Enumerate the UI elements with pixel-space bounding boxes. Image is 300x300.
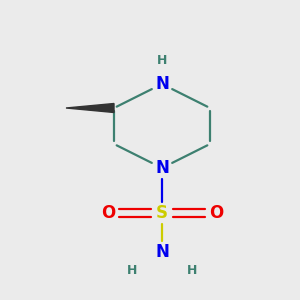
Polygon shape bbox=[66, 103, 114, 112]
Text: H: H bbox=[187, 263, 197, 277]
Text: N: N bbox=[155, 75, 169, 93]
Text: O: O bbox=[209, 204, 223, 222]
Text: O: O bbox=[101, 204, 115, 222]
Text: N: N bbox=[155, 159, 169, 177]
Text: H: H bbox=[157, 53, 167, 67]
Text: H: H bbox=[127, 263, 137, 277]
Text: S: S bbox=[156, 204, 168, 222]
Text: N: N bbox=[155, 243, 169, 261]
